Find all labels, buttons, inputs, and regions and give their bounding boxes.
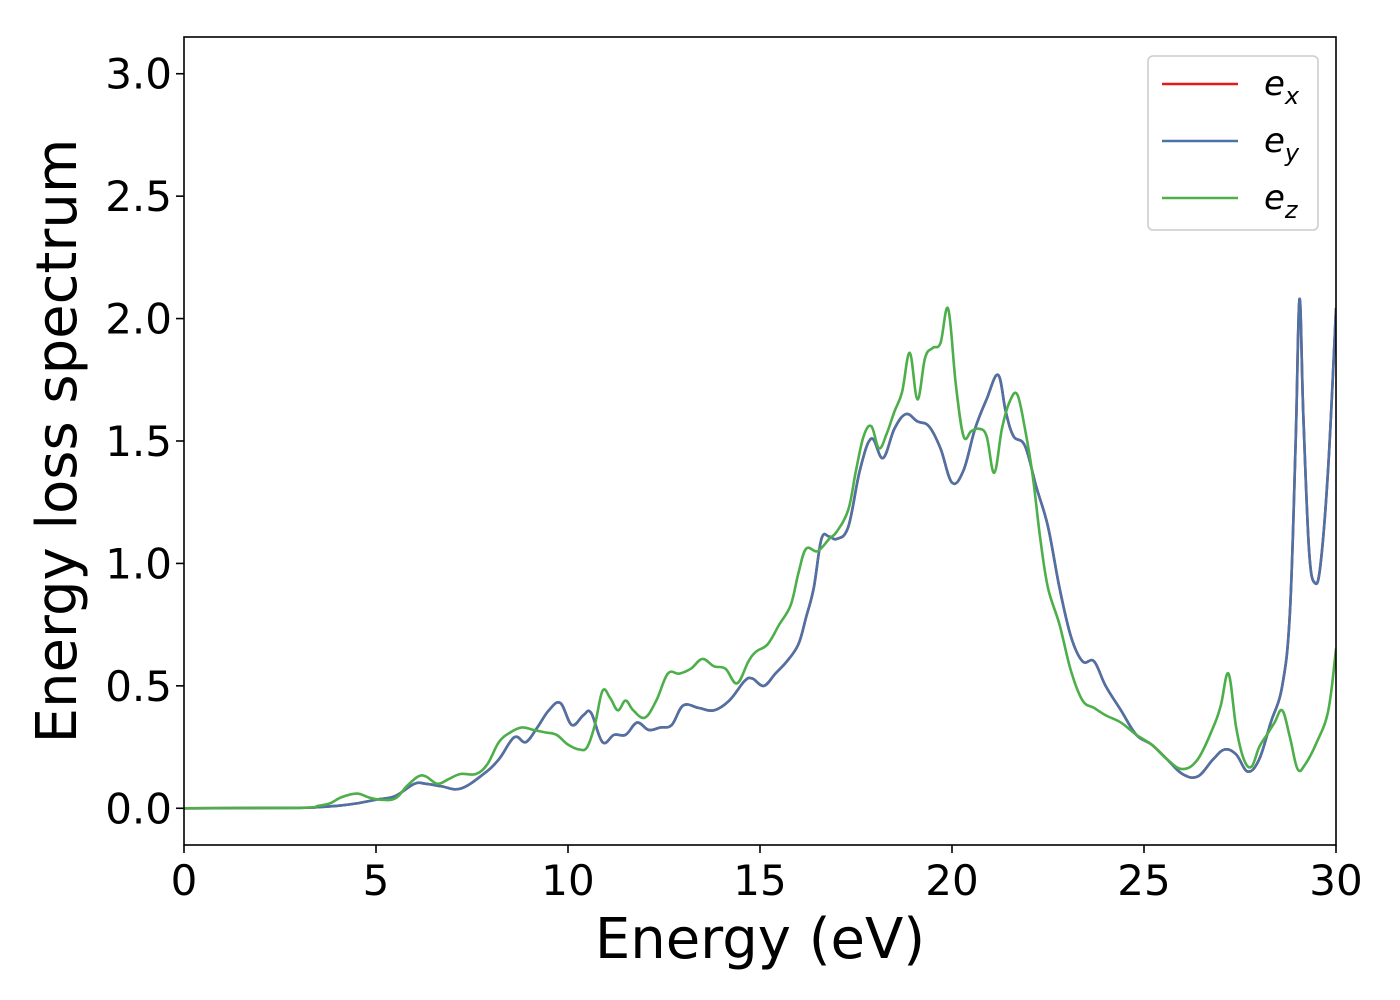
y-tick-label: 1.5 — [105, 417, 172, 466]
x-tick-label: 15 — [733, 856, 786, 905]
y-axis: 0.0 0.5 1.0 1.5 2.0 2.5 3.0 — [105, 50, 184, 833]
x-axis: 0 5 10 15 20 25 30 — [171, 845, 1363, 905]
x-tick-label: 5 — [363, 856, 390, 905]
series-layer — [184, 297, 1336, 810]
y-tick-label: 0.0 — [105, 784, 172, 833]
y-tick-label: 3.0 — [105, 50, 172, 99]
legend-label-x: ex — [1264, 64, 1300, 110]
y-tick-label: 2.5 — [105, 172, 172, 221]
x-tick-label: 10 — [541, 856, 594, 905]
x-tick-label: 0 — [171, 856, 198, 905]
y-tick-label: 1.0 — [105, 539, 172, 588]
x-tick-label: 25 — [1117, 856, 1170, 905]
x-tick-label: 30 — [1309, 856, 1362, 905]
legend: ex ey ez — [1147, 55, 1319, 231]
x-tick-label: 20 — [925, 856, 978, 905]
legend-box — [1147, 55, 1319, 231]
series-line-z — [184, 306, 1336, 810]
x-axis-title: Energy (eV) — [595, 907, 925, 972]
legend-label-y: ey — [1264, 121, 1300, 167]
y-tick-label: 0.5 — [105, 662, 172, 711]
y-axis-title: Energy loss spectrum — [25, 139, 90, 744]
y-tick-label: 2.0 — [105, 295, 172, 344]
legend-label-z: ez — [1264, 178, 1299, 224]
series-line-y — [184, 297, 1336, 810]
